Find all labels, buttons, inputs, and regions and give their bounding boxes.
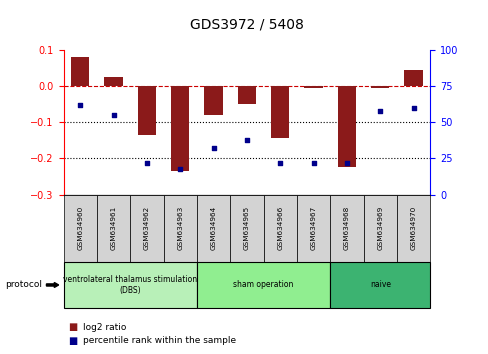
Point	[376, 108, 384, 113]
Text: naive: naive	[369, 280, 390, 290]
Text: GSM634961: GSM634961	[110, 206, 116, 251]
Bar	[138, 86, 156, 135]
Point	[209, 145, 217, 151]
Text: GSM634968: GSM634968	[343, 206, 349, 251]
Text: GDS3972 / 5408: GDS3972 / 5408	[190, 18, 303, 32]
Text: GSM634970: GSM634970	[410, 206, 416, 251]
Point	[176, 166, 184, 171]
Point	[142, 160, 150, 166]
Text: GSM634962: GSM634962	[143, 206, 150, 251]
Bar	[404, 69, 422, 86]
Point	[276, 160, 284, 166]
Text: GSM634964: GSM634964	[210, 206, 216, 251]
Text: percentile rank within the sample: percentile rank within the sample	[83, 336, 236, 345]
Text: ■: ■	[68, 336, 78, 346]
Text: sham operation: sham operation	[233, 280, 293, 290]
Text: GSM634965: GSM634965	[244, 206, 249, 251]
Bar	[270, 86, 289, 138]
Bar	[237, 86, 256, 104]
Point	[309, 160, 317, 166]
Text: protocol: protocol	[5, 280, 42, 290]
Bar	[71, 57, 89, 86]
Bar	[337, 86, 355, 167]
Bar	[171, 86, 189, 171]
Point	[343, 160, 350, 166]
Point	[76, 102, 84, 108]
Text: log2 ratio: log2 ratio	[83, 323, 126, 332]
Text: ■: ■	[68, 322, 78, 332]
Text: GSM634963: GSM634963	[177, 206, 183, 251]
Text: GSM634969: GSM634969	[377, 206, 383, 251]
Bar	[104, 77, 122, 86]
Point	[243, 137, 250, 142]
Point	[109, 112, 117, 118]
Text: GSM634967: GSM634967	[310, 206, 316, 251]
Text: GSM634966: GSM634966	[277, 206, 283, 251]
Bar	[370, 86, 388, 88]
Point	[409, 105, 417, 110]
Bar	[304, 86, 322, 88]
Text: ventrolateral thalamus stimulation
(DBS): ventrolateral thalamus stimulation (DBS)	[63, 275, 197, 295]
Text: GSM634960: GSM634960	[77, 206, 83, 251]
Bar	[204, 86, 223, 115]
